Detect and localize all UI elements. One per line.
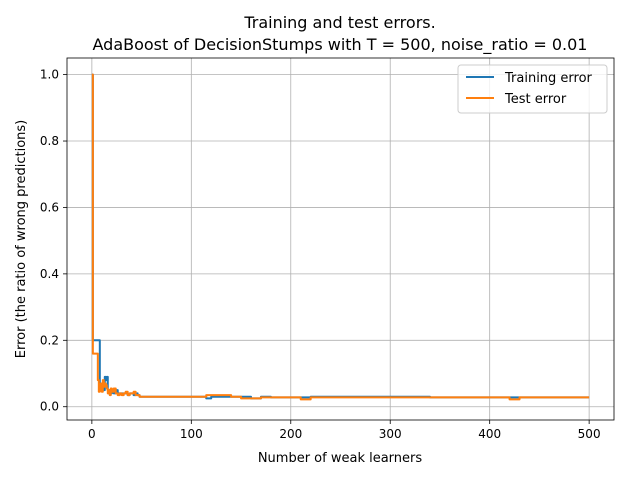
x-tick-label: 200 [279, 427, 302, 441]
x-tick-label: 300 [379, 427, 402, 441]
series-layer [91, 73, 590, 401]
plot-frame [66, 57, 615, 421]
legend: Training error Test error [457, 64, 608, 114]
legend-box [457, 64, 608, 114]
y-tick-label: 0.4 [40, 267, 59, 281]
x-tick-label: 500 [578, 427, 601, 441]
chart-subtitle: AdaBoost of DecisionStumps with T = 500,… [93, 35, 588, 55]
y-tick-label: 0.8 [40, 134, 59, 148]
x-axis-ticks: 0 100 200 300 400 500 [88, 420, 601, 441]
grid [67, 58, 614, 420]
x-tick-label: 400 [478, 427, 501, 441]
x-tick-label: 100 [180, 427, 203, 441]
y-axis-label: Error (the ratio of wrong predictions) [14, 120, 29, 358]
y-tick-label: 0.0 [40, 400, 59, 414]
y-axis-ticks: 0.0 0.2 0.4 0.6 0.8 1.0 [40, 68, 67, 414]
x-axis-label: Number of weak learners [258, 451, 423, 466]
y-tick-label: 1.0 [40, 68, 59, 82]
chart-title: Training and test errors. [243, 13, 435, 32]
x-tick-label: 0 [88, 427, 96, 441]
y-tick-label: 0.2 [40, 333, 59, 347]
series-line-test-error [91, 73, 590, 401]
legend-label-training-error: Training error [504, 71, 593, 86]
legend-label-test-error: Test error [504, 92, 567, 107]
y-tick-label: 0.6 [40, 200, 59, 214]
